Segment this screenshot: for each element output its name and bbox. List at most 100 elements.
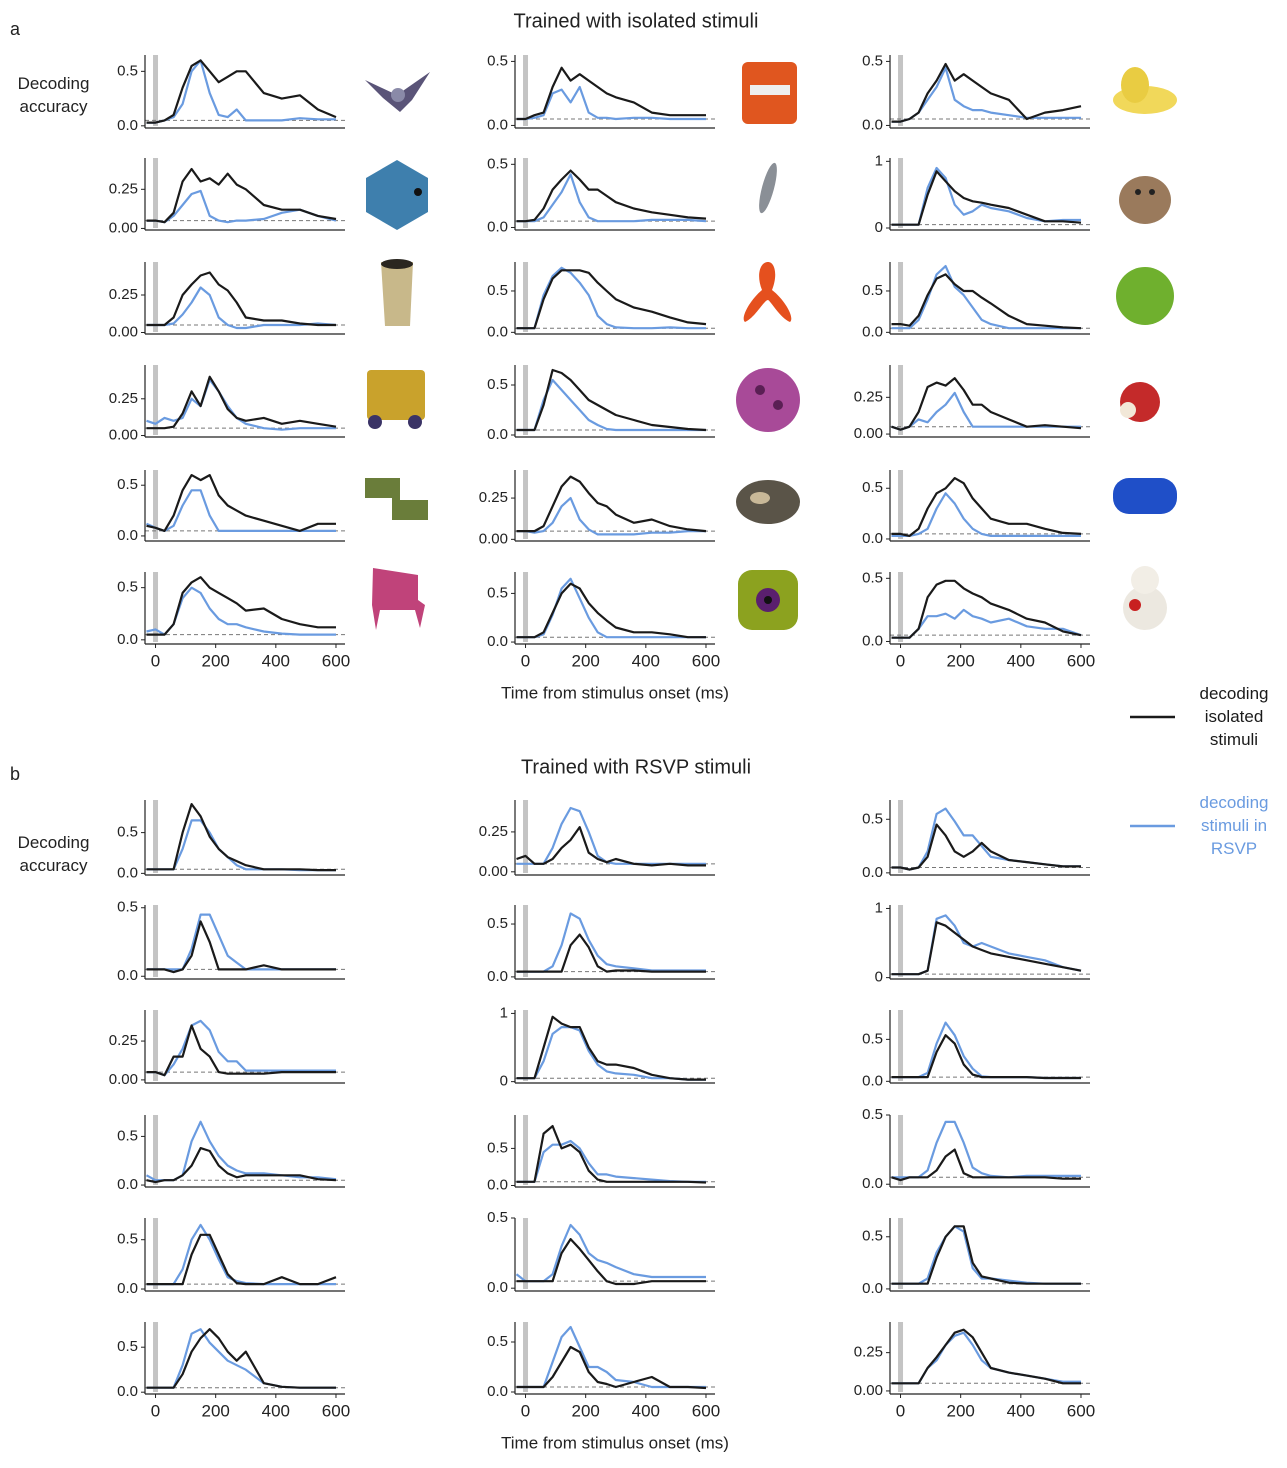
stimulus-onset-bar — [898, 800, 903, 873]
series-line — [892, 478, 1082, 536]
y-tick-label: 0 — [500, 1073, 508, 1090]
cylinder-image — [381, 259, 413, 326]
y-tick-label: 0.00 — [479, 863, 508, 880]
series-line — [517, 270, 707, 328]
teddy-image — [1123, 566, 1167, 630]
y-tick-label: 0.5 — [862, 282, 883, 299]
y-tick-label: 1 — [875, 152, 883, 169]
y-tick-label: 0.00 — [479, 530, 508, 547]
y-tick-label: 0.0 — [862, 530, 883, 547]
series-line — [147, 1235, 337, 1284]
y-tick-label: 0.0 — [117, 1176, 138, 1193]
stimulus-onset-bar — [898, 572, 903, 642]
stimulus-onset-bar — [523, 1218, 528, 1289]
chair-image — [372, 568, 425, 630]
y-tick-label: 0.0 — [487, 116, 508, 133]
y-tick-label: 0.0 — [117, 117, 138, 134]
x-tick-label: 0 — [151, 1401, 160, 1420]
series-line — [892, 266, 1082, 328]
series-line — [147, 1021, 337, 1075]
y-tick-label: 0.5 — [487, 1209, 508, 1226]
legend-label: decoding isolated stimuli — [1188, 682, 1280, 751]
series-line — [517, 808, 707, 864]
series-line — [147, 1225, 337, 1284]
stimulus-onset-bar — [523, 1010, 528, 1081]
y-tick-label: 0.0 — [487, 1279, 508, 1296]
x-tick-label: 400 — [1007, 651, 1035, 670]
series-line — [147, 915, 337, 970]
y-tick-label: 0.0 — [487, 1176, 508, 1193]
section-title: Trained with isolated stimuli — [514, 10, 759, 32]
y-tick-label: 0.5 — [117, 579, 138, 596]
series-line — [892, 1226, 1082, 1283]
series-line — [892, 1226, 1082, 1283]
y-tick-label: 0.5 — [862, 1228, 883, 1245]
y-tick-label: 0.5 — [862, 810, 883, 827]
series-line — [517, 914, 707, 972]
x-tick-label: 600 — [692, 651, 720, 670]
stimulus-onset-bar — [898, 905, 903, 977]
y-tick-label: 1 — [875, 899, 883, 916]
series-line — [517, 68, 707, 119]
hedge-image — [365, 478, 428, 520]
stimulus-onset-bar — [153, 1010, 158, 1081]
y-tick-label: 0.5 — [487, 52, 508, 69]
x-tick-label: 400 — [632, 651, 660, 670]
x-tick-label: 200 — [571, 1401, 599, 1420]
stimulus-onset-bar — [523, 158, 528, 228]
x-tick-label: 400 — [262, 1401, 290, 1420]
series-line — [147, 1329, 337, 1388]
y-tick-label: 0.25 — [109, 1032, 138, 1049]
y-tick-label: 0.5 — [487, 1139, 508, 1156]
y-tick-label: 0.0 — [117, 1280, 138, 1297]
series-line — [147, 288, 337, 329]
y-tick-label: 0.25 — [479, 489, 508, 506]
y-tick-label: 0.0 — [487, 1383, 508, 1400]
y-tick-label: 0.0 — [117, 864, 138, 881]
y-tick-label: 0.00 — [109, 426, 138, 443]
stimulus-onset-bar — [898, 55, 903, 126]
y-tick-label: 0.25 — [109, 180, 138, 197]
series-line — [147, 1122, 337, 1180]
series-line — [517, 1141, 707, 1182]
x-tick-label: 600 — [1067, 1401, 1095, 1420]
y-tick-label: 0.5 — [117, 1231, 138, 1248]
banana-image — [1113, 67, 1177, 114]
series-line — [517, 1126, 707, 1182]
x-tick-label: 200 — [201, 651, 229, 670]
y-tick-label: 0.0 — [862, 864, 883, 881]
y-tick-label: 0.5 — [117, 1127, 138, 1144]
series-line — [147, 921, 337, 972]
stimulus-onset-bar — [898, 262, 903, 332]
truck-image — [367, 370, 425, 429]
series-line — [147, 1026, 337, 1076]
stimulus-onset-bar — [523, 1115, 528, 1185]
x-tick-label: 200 — [946, 1401, 974, 1420]
stimulus-onset-bar — [898, 1115, 903, 1185]
series-line — [517, 370, 707, 430]
series-line — [892, 171, 1082, 224]
y-tick-label: 0.25 — [854, 388, 883, 405]
y-tick-label: 0.0 — [487, 426, 508, 443]
stimulus-onset-bar — [523, 800, 528, 873]
stimulus-onset-bar — [153, 1115, 158, 1185]
series-line — [892, 1023, 1082, 1078]
series-line — [517, 584, 707, 638]
panel-letter: a — [10, 19, 21, 39]
y-tick-label: 0.0 — [487, 218, 508, 235]
y-tick-label: 0.5 — [862, 1106, 883, 1123]
stimulus-onset-bar — [153, 1322, 158, 1392]
y-tick-label: 0.5 — [117, 899, 138, 916]
series-line — [892, 378, 1082, 430]
y-tick-label: 0.5 — [862, 1030, 883, 1047]
y-tick-label: 0.5 — [862, 569, 883, 586]
series-line — [517, 498, 707, 534]
stimulus-onset-bar — [523, 470, 528, 539]
y-axis-label: Decoding accuracy — [6, 72, 101, 118]
stimulus-onset-bar — [153, 1218, 158, 1289]
y-tick-label: 0.5 — [487, 1333, 508, 1350]
y-tick-label: 0.0 — [487, 323, 508, 340]
x-tick-label: 200 — [571, 651, 599, 670]
y-tick-label: 0.25 — [109, 286, 138, 303]
y-tick-label: 0.0 — [862, 1280, 883, 1297]
